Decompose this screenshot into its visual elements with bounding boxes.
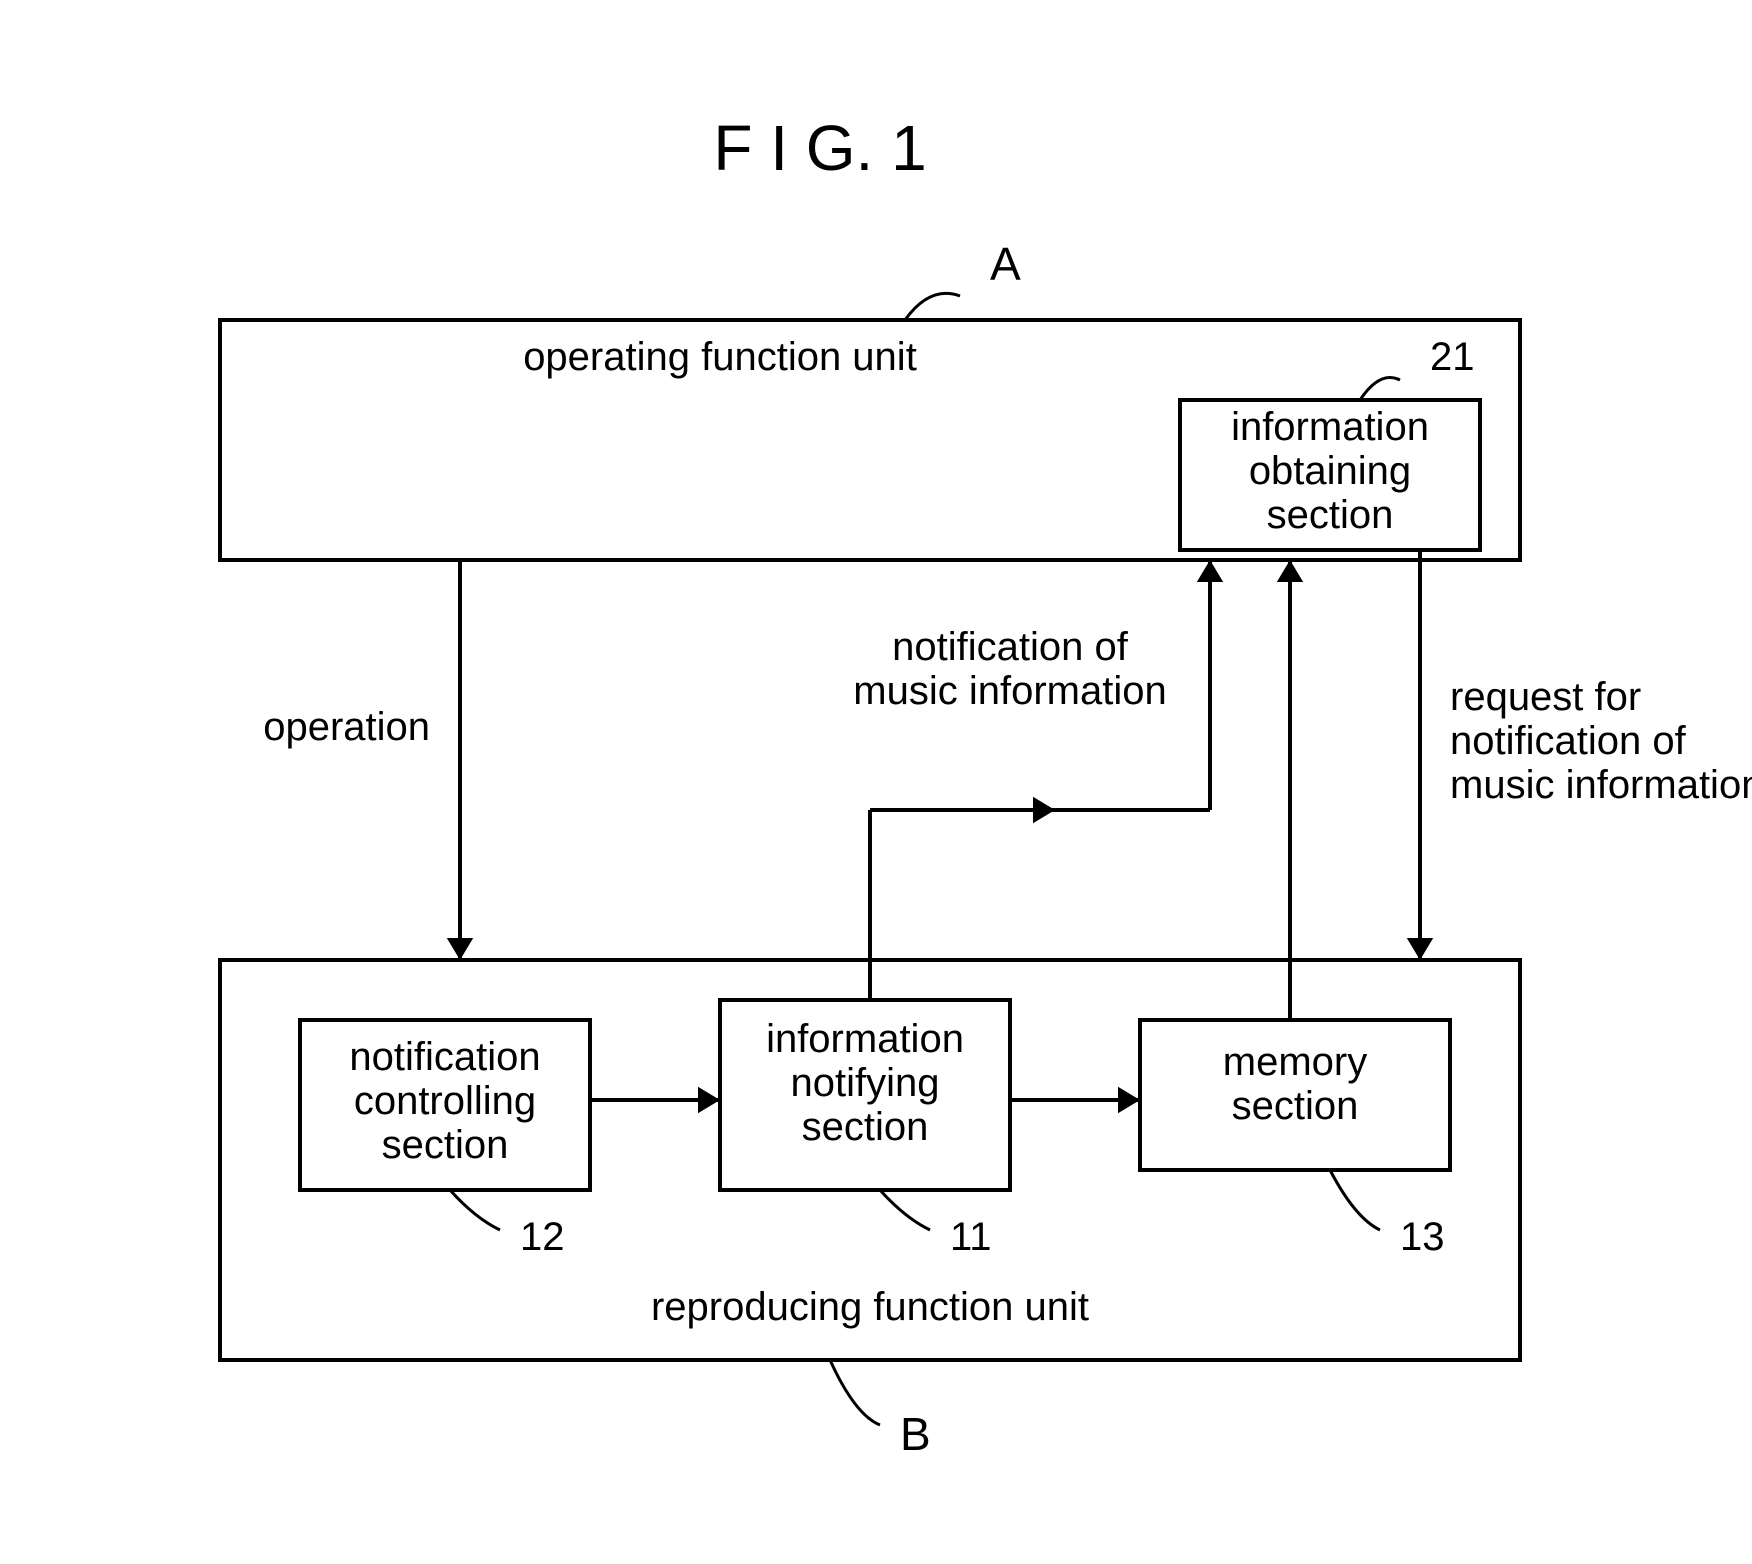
- arrow-notif-label: notification of: [892, 625, 1129, 669]
- diagram-svg: F I G. 1 operating function unit Ainformat…: [0, 0, 1752, 1564]
- box21-label: section: [1267, 493, 1394, 537]
- box11-tag: 11: [950, 1215, 992, 1259]
- box13-tag: 13: [1400, 1215, 1445, 1259]
- box21-label: information: [1231, 405, 1429, 449]
- box13-label: memory: [1223, 1040, 1367, 1084]
- unit-a-label: operating function unit: [523, 335, 917, 379]
- box13-label: section: [1232, 1084, 1359, 1128]
- unit-b-tag: B: [900, 1408, 931, 1460]
- box21-label: obtaining: [1249, 449, 1411, 493]
- arrow-request-label: music information: [1450, 763, 1752, 807]
- box12-tag: 12: [520, 1215, 565, 1259]
- figure-title: F I G. 1: [713, 112, 926, 184]
- box12-label: controlling: [354, 1079, 536, 1123]
- diagram-root: F I G. 1 operating function unit Ainformat…: [0, 0, 1752, 1564]
- box12-label: notification: [349, 1035, 540, 1079]
- arrow-operation-label: operation: [263, 705, 430, 749]
- arrow-request-label: notification of: [1450, 719, 1687, 763]
- box21-tag: 21: [1430, 335, 1475, 379]
- arrow-request-label: request for: [1450, 675, 1641, 719]
- unit-b-label: reproducing function unit: [651, 1285, 1089, 1329]
- box12-label: section: [382, 1123, 509, 1167]
- box11-label: notifying: [791, 1061, 940, 1105]
- box11-label: section: [802, 1105, 929, 1149]
- arrow-notif-label: music information: [853, 669, 1166, 713]
- box11-label: information: [766, 1017, 964, 1061]
- unit-a-tag: A: [990, 238, 1021, 290]
